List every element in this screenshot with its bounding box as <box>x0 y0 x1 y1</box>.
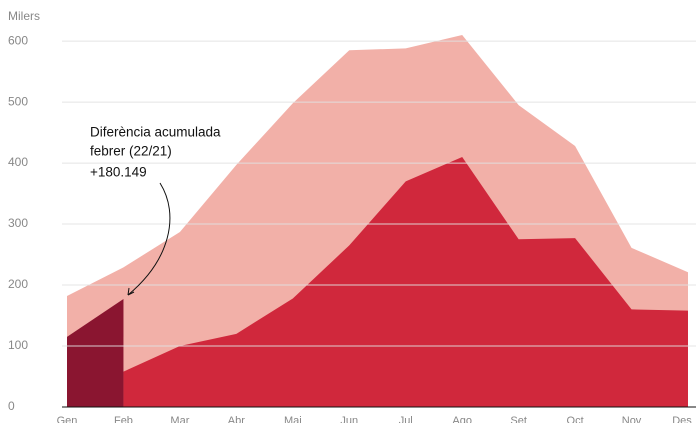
x-tick-label: Des <box>672 415 692 423</box>
arrow-head <box>127 287 135 296</box>
y-tick-label: 500 <box>8 94 28 108</box>
areas <box>67 35 689 407</box>
x-tick-label: Mar <box>170 415 189 423</box>
annotation-value: +180.149 <box>90 165 147 180</box>
annotation-text: febrer (22/21) <box>90 144 172 159</box>
x-tick-label: Oct <box>567 415 584 423</box>
x-tick-label: Set <box>510 415 527 423</box>
y-tick-label: 200 <box>8 277 28 291</box>
x-tick-label: Nov <box>622 415 642 423</box>
x-tick-label: Feb <box>114 415 133 423</box>
y-tick-label: 100 <box>8 338 28 352</box>
area <box>67 299 124 407</box>
x-tick-label: Jun <box>340 415 358 423</box>
y-tick-label: 300 <box>8 216 28 230</box>
y-tick-label: 400 <box>8 155 28 169</box>
annotation-text: Diferència acumulada <box>90 125 221 140</box>
x-tick-label: Abr <box>228 415 245 423</box>
x-tick-label: Gen <box>57 415 78 423</box>
x-tick-label: Ago <box>452 415 472 423</box>
annotation-arrow <box>127 182 171 296</box>
x-tick-label: Mai <box>284 415 302 423</box>
grid: 0 100 200 300 400 500 600 Gen Feb Mar Abr Mai Jun Jul… <box>8 33 696 423</box>
y-tick-label: 600 <box>8 33 28 47</box>
x-tick-label: Jul <box>399 415 413 423</box>
area <box>123 156 689 407</box>
y-axis-label: Milers <box>8 9 40 23</box>
y-tick-label: 0 <box>8 399 15 413</box>
